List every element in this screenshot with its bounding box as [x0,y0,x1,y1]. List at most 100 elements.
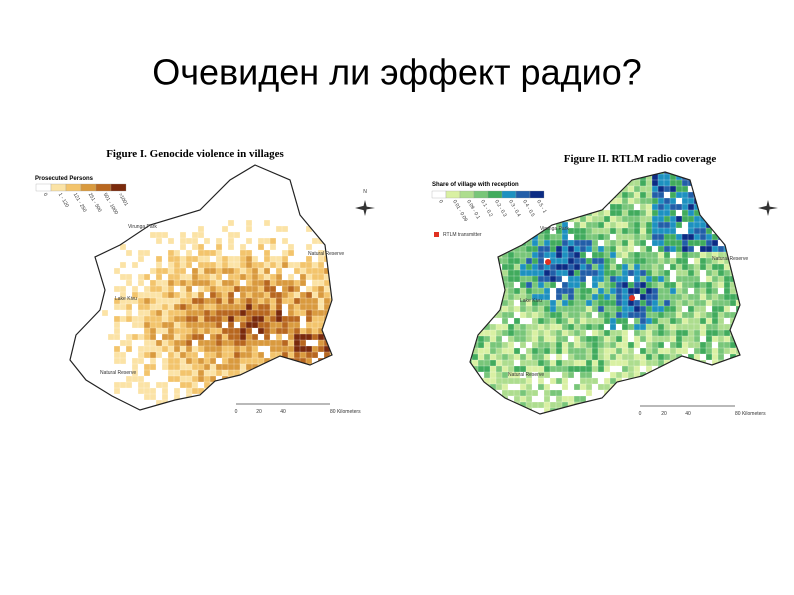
map-cell [203,189,211,197]
scale-label: 0 [235,409,238,415]
map-cell [137,345,145,353]
map-cell [101,267,109,275]
map-cell [269,303,277,311]
map-cell [215,285,223,293]
map-cell [705,323,713,331]
map-cell [239,303,247,311]
map-cell [149,297,157,305]
map-cell [627,221,635,229]
map-cell [173,363,181,371]
map-cell [167,303,175,311]
map-cell [495,329,503,337]
map-cell [299,291,307,299]
map-cell [305,183,313,191]
map-cell [89,267,97,275]
map-cell [257,387,265,395]
map-cell [495,173,503,181]
map-cell [161,237,169,245]
map-cell [627,335,635,343]
map-cell [149,291,157,299]
map-cell [131,267,139,275]
map-cell [573,209,581,217]
map-cell [263,171,271,179]
map-cell [137,183,145,191]
map-cell [537,275,545,283]
map-cell [675,179,683,187]
map-cell [555,233,563,241]
map-cell [197,165,205,173]
map-cell [161,387,169,395]
map-cell [197,381,205,389]
map-cell [293,249,301,257]
map-cell [161,195,169,203]
map-cell [705,395,713,403]
map-cell [537,317,545,325]
map-cell [549,335,557,343]
map-cell [143,291,151,299]
map-cell [561,341,569,349]
map-cell [742,342,748,348]
map-cell [591,371,599,379]
map-cell [263,363,271,371]
map-cell [137,255,145,263]
map-cell [681,401,689,409]
map-cell [287,237,295,245]
map-cell [149,393,157,401]
map-cell [501,341,509,349]
map-cell [717,383,725,391]
map-cell [489,257,497,265]
map-cell [742,396,748,402]
map-cell [675,275,683,283]
map-cell [549,281,557,289]
map-cell [495,215,503,223]
map-cell [561,263,569,271]
map-cell [197,405,205,410]
map-cell [555,377,563,385]
map-cell [143,357,151,365]
map-cell [149,357,157,365]
map-cell [651,317,659,325]
map-cell [167,333,175,341]
map-cell [699,269,707,277]
map-cell [185,321,193,329]
map-cell [329,357,332,365]
map-cell [501,359,509,367]
map-cell [71,207,79,215]
map-cell [293,345,301,353]
map-cell [197,315,205,323]
map-cell [603,173,611,181]
map-cell [615,347,623,355]
map-cell [591,172,599,175]
map-cell [687,305,695,313]
map-cell [323,183,331,191]
map-cell [281,387,289,395]
map-cell [555,281,563,289]
map-cell [293,237,301,245]
map-cell [705,335,713,343]
map-cell [107,165,115,173]
map-cell [615,323,623,331]
map-cell [717,269,725,277]
map-cell [681,299,689,307]
map-cell [257,171,265,179]
map-cell [245,231,253,239]
map-cell [591,377,599,385]
map-cell [269,381,277,389]
map-cell [555,185,563,193]
map-cell [227,195,235,203]
map-cell [627,281,635,289]
map-cell [477,413,485,414]
map-cell [681,305,689,313]
map-cell [525,311,533,319]
map-cell [221,165,229,167]
map-cell [663,233,671,241]
map-cell [729,287,737,295]
map-cell [705,263,713,271]
map-cell [137,315,145,323]
map-cell [203,267,211,275]
map-cell [723,281,731,289]
map-cell [585,341,593,349]
map-cell [633,227,641,235]
map-cell [317,291,325,299]
legend-swatch [515,190,531,199]
